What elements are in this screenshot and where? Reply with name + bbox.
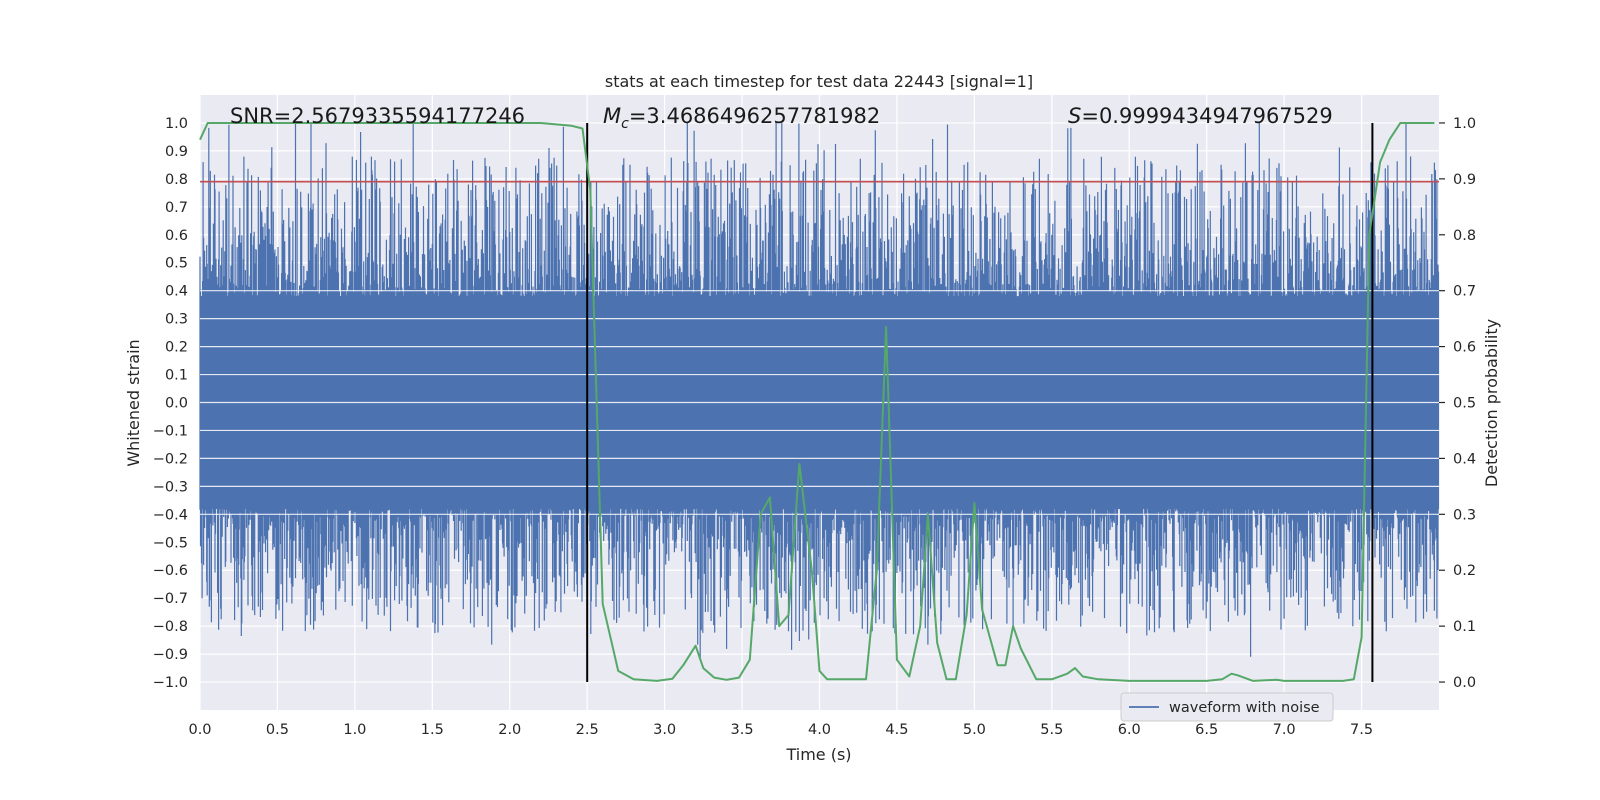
x-tick-label: 3.0 — [653, 722, 676, 738]
s-value: =0.9999434947967529 — [1081, 104, 1332, 128]
y-tick-label: 0.4 — [165, 284, 188, 300]
y-tick-label: 0.2 — [165, 340, 188, 356]
y-tick-label: −0.5 — [153, 535, 188, 551]
y-tick-label: −0.9 — [153, 647, 188, 663]
y-tick-label: 0.8 — [165, 172, 188, 188]
overlays — [199, 122, 1439, 683]
y-tick-label: 0.6 — [165, 228, 188, 244]
y-tick-label: 0.7 — [165, 200, 188, 216]
x-tick-label: 2.5 — [576, 722, 599, 738]
y2-tick-label: 0.7 — [1453, 284, 1476, 300]
y2-tick-label: 1.0 — [1453, 116, 1476, 132]
legend-box — [1120, 692, 1334, 722]
s-symbol: S — [1068, 104, 1081, 128]
y2-tick-label: 0.2 — [1453, 563, 1476, 579]
y2-tick-label: 0.1 — [1453, 619, 1476, 635]
y-tick-label: −0.6 — [153, 563, 188, 579]
y-tick-label: −0.1 — [153, 423, 188, 439]
x-tick-label: 5.5 — [1040, 722, 1063, 738]
y2-tick-label: 0.9 — [1453, 172, 1476, 188]
x-tick-label: 4.5 — [885, 722, 908, 738]
y-tick-label: −0.3 — [153, 479, 188, 495]
mc-annotation: Mc=3.4686496257781982 — [603, 104, 880, 132]
y-tick-label: 0.1 — [165, 368, 188, 384]
x-tick-label: 7.0 — [1273, 722, 1296, 738]
y-tick-label: −1.0 — [153, 675, 188, 691]
y-tick-label: −0.8 — [153, 619, 188, 635]
y-tick-label: −0.2 — [153, 451, 188, 467]
y-axis-label: Whitened strain — [124, 339, 143, 466]
s-annotation: S=0.9999434947967529 — [1068, 104, 1333, 128]
mc-value: =3.4686496257781982 — [629, 104, 880, 128]
y-tick-label: 0.5 — [165, 256, 188, 272]
x-tick-label: 0.5 — [266, 722, 289, 738]
legend: waveform with noise — [1120, 692, 1334, 722]
y-tick-label: −0.7 — [153, 591, 188, 607]
x-axis-label: Time (s) — [785, 745, 851, 764]
y-tick-label: 0.0 — [165, 396, 188, 412]
y-tick-label: 1.0 — [165, 116, 188, 132]
waveform-series — [199, 123, 1440, 659]
y2-axis-label: Detection probability — [1482, 319, 1501, 487]
x-tick-label: 6.5 — [1195, 722, 1218, 738]
mc-subscript: c — [621, 116, 629, 132]
y2-tick-label: 0.3 — [1453, 507, 1476, 523]
y2-tick-label: 0.0 — [1453, 675, 1476, 691]
x-tick-label: 6.0 — [1118, 722, 1141, 738]
x-tick-label: 4.0 — [808, 722, 831, 738]
chart-title: stats at each timestep for test data 224… — [605, 72, 1033, 91]
x-tick-label: 1.0 — [343, 722, 366, 738]
x-tick-label: 5.0 — [963, 722, 986, 738]
x-tick-label: 0.0 — [188, 722, 211, 738]
y2-axis-ticks: 1.0 0.9 0.8 0.7 0.6 0.5 0.4 0.3 0.2 0.1 0.0 — [1439, 116, 1476, 691]
mc-symbol: M — [603, 104, 621, 128]
detection-probability-line — [199, 122, 1435, 682]
y-tick-label: −0.4 — [153, 507, 188, 523]
x-tick-label: 2.0 — [498, 722, 521, 738]
y2-tick-label: 0.8 — [1453, 228, 1476, 244]
y2-tick-label: 0.5 — [1453, 396, 1476, 412]
snr-annotation: SNR=2.5679335594177246 — [230, 104, 525, 128]
waveform-upper-trace — [199, 123, 1440, 403]
y-axis-ticks: 1.0 0.9 0.8 0.7 0.6 0.5 0.4 0.3 0.2 0.1 0.0 −0.1 −0.… — [153, 116, 188, 691]
x-tick-label: 1.5 — [421, 722, 444, 738]
x-tick-label: 3.5 — [731, 722, 754, 738]
x-tick-label: 7.5 — [1350, 722, 1373, 738]
y2-tick-label: 0.6 — [1453, 340, 1476, 356]
legend-label-waveform: waveform with noise — [1169, 700, 1320, 716]
y-tick-label: 0.9 — [165, 144, 188, 160]
x-axis-ticks: 0.0 0.5 1.0 1.5 2.0 2.5 3.0 3.5 4.0 4.5 5.0 5.5 6.0 6… — [188, 722, 1373, 738]
y-tick-label: 0.3 — [165, 312, 188, 328]
y2-tick-label: 0.4 — [1453, 451, 1476, 467]
